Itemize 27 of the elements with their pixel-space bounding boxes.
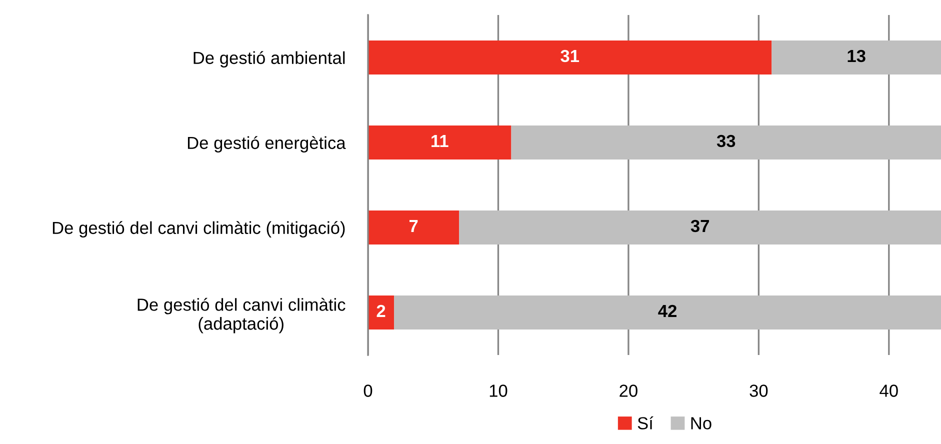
data-label: 11 — [432, 135, 448, 147]
x-tick-label: 20 — [620, 384, 638, 397]
bar — [459, 210, 941, 244]
bar — [368, 126, 512, 160]
legend-label: Sí — [638, 416, 654, 430]
y-tick-label: De gestió energètica — [188, 136, 346, 152]
data-label: 2 — [376, 304, 386, 317]
data-label: 37 — [690, 220, 709, 232]
y-tick-label: De gestió del canvi climàtic (mitigació) — [52, 221, 345, 238]
x-tick-label: 10 — [490, 384, 508, 397]
bar — [394, 296, 941, 330]
data-label: 42 — [658, 304, 676, 317]
bar — [368, 40, 772, 74]
bar — [368, 296, 394, 330]
data-label: 13 — [848, 50, 866, 62]
y-tick-label: De gestió ambiental — [194, 51, 345, 68]
bar — [772, 40, 941, 74]
x-tick-label: 30 — [750, 384, 768, 397]
x-tick-label: 0 — [364, 384, 372, 397]
bar — [368, 210, 460, 244]
bar — [511, 126, 941, 160]
y-tick-label: De gestió del canvi climàtic (adaptació) — [138, 298, 346, 334]
x-tick-label: 40 — [880, 384, 898, 397]
data-label: 33 — [716, 134, 736, 148]
legend-label: No — [691, 417, 712, 430]
data-label: 7 — [410, 220, 418, 232]
data-label: 31 — [560, 50, 580, 62]
